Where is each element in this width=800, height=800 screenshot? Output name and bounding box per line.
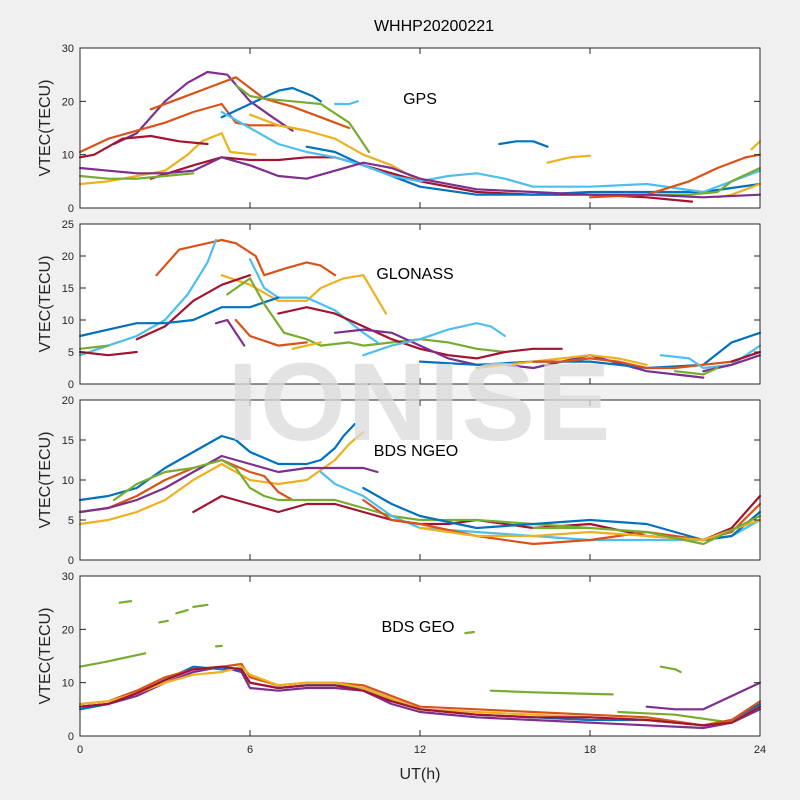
series-line-3-6 (112, 458, 592, 530)
series-line-1-9 (78, 134, 209, 159)
series-line-4-16 (78, 665, 762, 727)
x-tick-label: 24 (754, 744, 766, 756)
y-tick-label: 10 (62, 150, 74, 162)
series-line-1-14 (220, 110, 762, 194)
series-line-1-7 (248, 113, 422, 183)
panel-2: 0 5 10 15 20 25 VTEC(TECU) GLONASS (37, 219, 762, 391)
y-tick-label: 20 (62, 251, 74, 263)
series-line-2-4 (248, 258, 379, 344)
x-tick-label: 12 (414, 744, 426, 756)
series-line-2-17 (475, 354, 648, 370)
series-line-4-7 (464, 630, 475, 635)
series-group-3 (78, 422, 762, 546)
panel-3: 0 5 10 15 20 VTEC(TECU) BDS NGEO (37, 395, 762, 567)
series-line-3-5 (78, 454, 379, 514)
series-line-2-16 (418, 331, 762, 370)
series-line-2-18 (532, 350, 762, 370)
y-axis-label-3: VTEC(TECU) (37, 432, 54, 529)
series-line-2-15 (291, 341, 322, 350)
figure-title: WHHP20200221 (374, 18, 494, 35)
y-tick-label: 15 (62, 435, 74, 447)
y-tick-label: 30 (62, 571, 74, 583)
series-line-4-8 (489, 689, 614, 696)
series-line-1-11 (305, 145, 762, 196)
series-line-1-1 (112, 70, 294, 146)
y-tick-label: 30 (62, 43, 74, 55)
series-group-2 (78, 238, 762, 379)
series-line-3-2 (78, 430, 365, 526)
panel-label-4: BDS GEO (382, 619, 455, 636)
y-tick-label: 0 (68, 379, 74, 391)
series-line-1-2 (149, 76, 351, 130)
y-axis-label-4: VTEC(TECU) (37, 608, 54, 705)
x-tick-label: 6 (247, 744, 253, 756)
series-line-2-6 (78, 296, 280, 338)
y-tick-label: 10 (62, 678, 74, 690)
series-line-2-1 (155, 238, 337, 277)
series-line-4-11 (645, 681, 762, 711)
series-line-2-21 (673, 366, 719, 376)
series-line-1-6 (234, 84, 371, 154)
series-line-3-10 (418, 518, 762, 542)
panels: 0 10 20 30 VTEC(TECU) GPS 0 5 10 15 20 25 VTEC(TECU)… (37, 43, 766, 756)
x-tick-label: 18 (584, 744, 596, 756)
series-line-4-6 (214, 644, 223, 648)
series-line-3-11 (532, 514, 762, 546)
y-tick-label: 25 (62, 219, 74, 231)
series-line-1-5 (333, 100, 359, 106)
series-line-2-8 (277, 306, 563, 360)
y-axis-label-1: VTEC(TECU) (37, 80, 54, 177)
y-tick-label: 5 (68, 347, 74, 359)
y-tick-label: 20 (62, 624, 74, 636)
series-line-1-4 (220, 86, 322, 119)
series-line-4-4 (175, 608, 189, 615)
series-line-4-5 (192, 603, 209, 609)
panel-4: 0 6 12 18 24 0 10 20 30 VTEC(TECU) BDS GEO (37, 571, 766, 756)
series-line-3-1 (78, 422, 356, 502)
panel-label-1: GPS (403, 91, 437, 108)
y-tick-label: 20 (62, 395, 74, 407)
series-line-2-14 (234, 318, 308, 347)
series-line-1-12 (498, 140, 549, 148)
series-line-2-13 (78, 350, 138, 357)
series-line-1-3 (78, 102, 308, 154)
series-group-4 (78, 599, 762, 730)
series-line-1-19 (78, 172, 195, 180)
series-line-1-20 (78, 156, 762, 199)
plot-area-2 (80, 224, 760, 384)
y-tick-label: 10 (62, 315, 74, 327)
plot-area-1 (80, 48, 760, 208)
series-line-2-9 (214, 318, 246, 347)
watermark: IONISE (228, 341, 613, 464)
y-tick-label: 15 (62, 283, 74, 295)
panel-label-3: BDS NGEO (374, 443, 458, 460)
panel-1: 0 10 20 30 VTEC(TECU) GPS (37, 43, 762, 215)
panel-label-2: GLONASS (376, 266, 453, 283)
y-axis-label-2: VTEC(TECU) (37, 256, 54, 353)
series-line-1-16 (645, 166, 762, 196)
y-tick-label: 20 (62, 96, 74, 108)
x-tick-label: 0 (77, 744, 83, 756)
y-tick-label: 10 (62, 475, 74, 487)
series-line-4-1 (78, 652, 147, 668)
series-line-4-2 (118, 599, 133, 604)
series-line-2-11 (362, 322, 507, 357)
series-group-1 (78, 70, 762, 203)
series-line-4-9 (659, 665, 682, 674)
series-line-2-7 (226, 277, 507, 354)
y-tick-label: 0 (68, 555, 74, 567)
series-line-1-18 (750, 140, 762, 151)
x-axis-label: UT(h) (400, 766, 441, 783)
y-tick-label: 5 (68, 515, 74, 527)
y-tick-label: 0 (68, 203, 74, 215)
y-tick-label: 0 (68, 731, 74, 743)
series-line-2-22 (730, 350, 762, 363)
series-line-2-5 (135, 274, 252, 341)
series-line-2-12 (78, 344, 110, 350)
series-line-4-3 (158, 619, 169, 624)
series-line-1-13 (546, 154, 592, 164)
